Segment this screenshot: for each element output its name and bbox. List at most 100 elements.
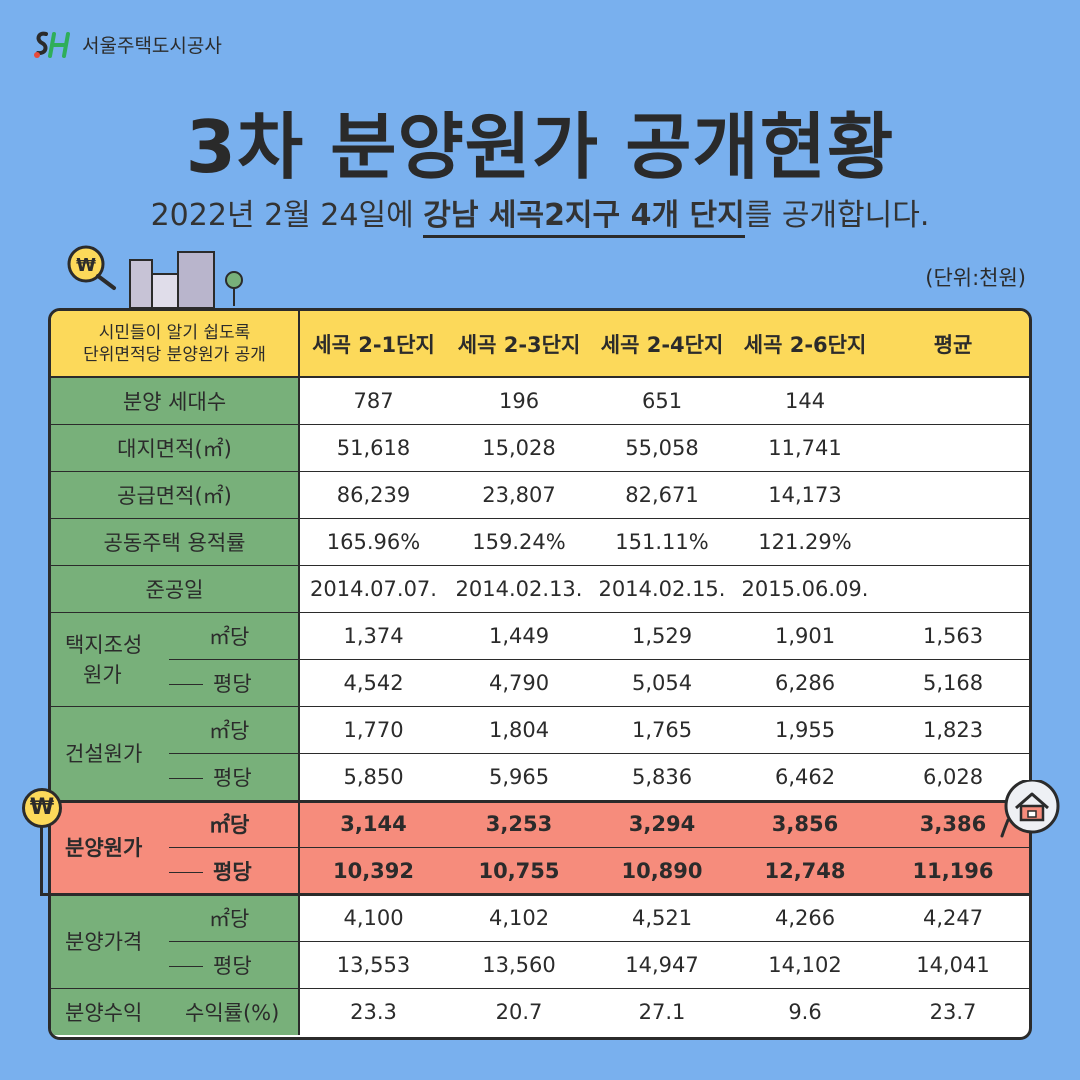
buildings-illustration: ₩ [67,245,243,309]
sub-label: 평당 [169,659,301,707]
table-cell: 5,168 [877,659,1029,707]
table-cell: 6,462 [733,753,878,801]
connector-line [169,778,203,779]
group-label: 분양원가 [51,800,169,895]
table-cell: 51,618 [299,424,448,472]
sub-label: ㎡당 [169,894,301,942]
sub-label-text: ㎡당 [209,624,250,649]
table-row: 공동주택 용적률 165.96% 159.24% 151.11% 121.29% [51,518,1029,566]
table-cell: 4,100 [299,894,448,942]
sub-label-text: ㎡당 [209,718,250,743]
row-label: 대지면적(㎡) [51,424,301,472]
column-header: 세곡 2-6단지 [733,311,878,378]
table-cell: 20.7 [495,999,543,1024]
table-cell: 3,386 [877,800,1029,848]
table-cell: 86,239 [299,471,448,519]
table-cell: 1,449 [447,612,592,660]
table-cell: 196 [447,377,592,425]
group-label-line1: 분양가격 [65,930,143,954]
table-cell: 23.7 [929,999,977,1024]
table-cell: 12,748 [733,847,878,895]
table-cell: 3,856 [733,800,878,848]
sh-logo: 서울주택도시공사 [32,28,222,60]
sub-label-text: 평당 [213,953,252,978]
table-cell: 3,294 [591,800,734,848]
table-cell: 2014.02.15. [591,565,734,613]
table-row: 분양가격 ㎡당 4,100 4,102 4,521 4,266 4,247 [51,894,1029,989]
corner-line2: 단위면적당 분양원가 공개 [83,344,266,365]
table-row: 대지면적(㎡) 51,618 15,028 55,058 11,741 [51,424,1029,472]
table-cell: 4,521 [591,894,734,942]
sub-label: 수익률(%) [169,988,301,1035]
page-title: 3차 분양원가 공개현황 [185,105,895,189]
table-cell: 144 [733,377,878,425]
row-label: 준공일 [51,565,301,613]
sub-label: ㎡당 [169,800,301,848]
row-label: 공동주택 용적률 [51,518,301,566]
unit-label: (단위:천원) [925,266,1026,290]
table-cell: 165.96% [299,518,448,566]
table-cell: 121.29% [733,518,878,566]
table-cell: 1,563 [877,612,1029,660]
table-row: 택지조성 원가 ㎡당 1,374 1,449 1,529 1,901 1,563 [51,612,1029,707]
table-cell: 6,286 [733,659,878,707]
table-cell: 787 [299,377,448,425]
table-cell [877,565,1029,613]
connector-line [169,966,203,967]
table-cell: 4,790 [447,659,592,707]
table-cell: 82,671 [591,471,734,519]
table-cell: 1,765 [591,706,734,754]
table-cell: 2014.02.13. [447,565,592,613]
sub-label: ㎡당 [169,706,301,754]
table-row: 평당 4,542 4,790 5,054 6,286 5,168 [51,659,1029,707]
table-cell: 4,542 [299,659,448,707]
table-row: 평당 5,850 5,965 5,836 6,462 6,028 [51,753,1029,801]
table-cell: 23,807 [447,471,592,519]
table-cell: 13,553 [299,941,448,989]
sub-label-text: ㎡당 [209,812,250,837]
table-cell: 1,804 [447,706,592,754]
subtitle-post: 를 공개합니다. [744,198,930,233]
group-label-line1: 건설원가 [65,742,143,766]
sub-label-text: 평당 [213,671,252,696]
table-cell: 14,102 [733,941,878,989]
column-header: 세곡 2-1단지 [299,311,448,378]
table-cell: 4,247 [877,894,1029,942]
sub-label: ㎡당 [169,612,301,660]
column-header: 평균 [877,311,1029,378]
group-label-line1: 분양원가 [65,836,143,860]
table-row: 분양 세대수 787 196 651 144 [51,377,1029,425]
table-cell: 3,253 [447,800,592,848]
magnifier-icon: ₩ [67,245,116,290]
table-cell: 2014.07.07. [299,565,448,613]
table-row: 건설원가 ㎡당 1,770 1,804 1,765 1,955 1,823 [51,706,1029,801]
column-header: 세곡 2-3단지 [447,311,592,378]
sub-label-text: 평당 [213,765,252,790]
table-corner-cell: 시민들이 알기 쉽도록 단위면적당 분양원가 공개 [51,311,301,378]
table-cell: 1,529 [591,612,734,660]
row-label: 분양수익 [51,988,169,1035]
table-cell: 1,955 [733,706,878,754]
table-row: 평당 13,553 13,560 14,947 14,102 14,041 [51,941,1029,989]
table-cell: 10,890 [591,847,734,895]
table-cell: 5,054 [591,659,734,707]
table-cell: 9.6 [788,999,822,1024]
table-cell: 6,028 [877,753,1029,801]
table-cell: 15,028 [447,424,592,472]
row-label: 분양 세대수 [51,377,301,425]
sub-label-text: ㎡당 [209,906,250,931]
group-label-line1: 택지조성 [65,633,143,657]
sh-logo-icon [34,31,70,58]
won-icon: ₩ [22,788,62,828]
table-cell: 10,755 [447,847,592,895]
table-cell: 1,901 [733,612,878,660]
sub-label: 평당 [169,847,301,895]
table-cell: 11,741 [733,424,878,472]
table-cell: 14,173 [733,471,878,519]
table-cell: 651 [591,377,734,425]
table-cell: 5,965 [447,753,592,801]
svg-text:₩: ₩ [76,255,96,276]
table-cell: 4,266 [733,894,878,942]
subtitle-pre: 2022년 2월 24일에 [150,198,424,233]
table-cell: 4,102 [447,894,592,942]
